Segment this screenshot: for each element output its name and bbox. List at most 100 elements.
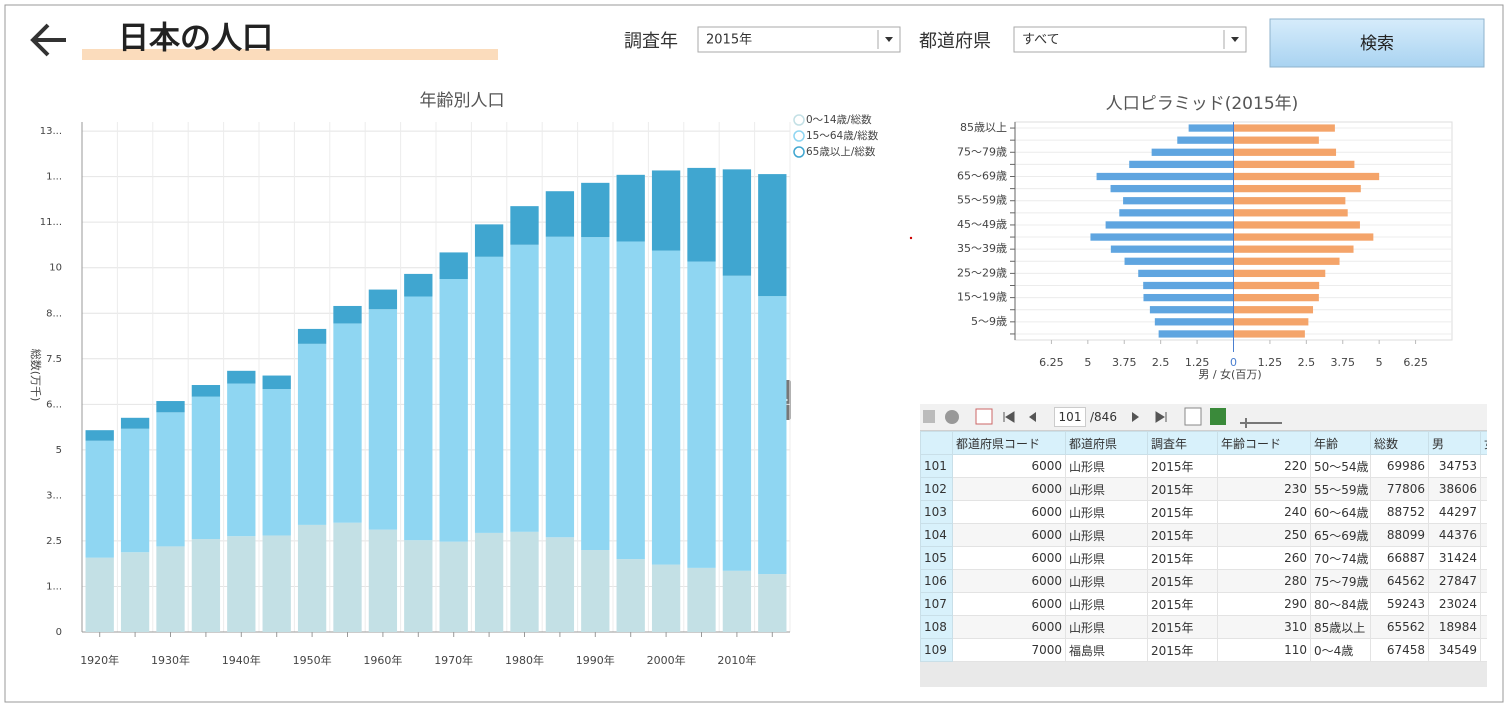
x-tick-label: 1950年 (293, 653, 332, 667)
grid-cell: 88752 (1370, 500, 1429, 524)
grid-row[interactable]: 101 6000 山形県 2015年 220 50～54歳 69986 34753 (920, 454, 1487, 478)
y-tick-label: 7.5 (46, 354, 62, 365)
grid-row[interactable]: 109 7000 福島県 2015年 110 0～4歳 67458 34549 (920, 638, 1487, 662)
grid-cell: 64562 (1370, 569, 1429, 593)
grid-cell: 65562 (1370, 615, 1429, 639)
bar-segment (297, 524, 327, 632)
bar-segment (404, 296, 433, 541)
grid-row[interactable]: 107 6000 山形県 2015年 290 80～84歳 59243 23024 (920, 592, 1487, 616)
grid-row[interactable]: 102 6000 山形県 2015年 230 55～59歳 77806 38606 (920, 477, 1487, 501)
grid-cell: 66887 (1370, 546, 1429, 570)
grid-cell: 2015年 (1147, 615, 1218, 639)
excel-export[interactable] (1210, 408, 1226, 425)
bar (1158, 330, 1234, 338)
grid-cell: 0～4歳 (1310, 638, 1371, 662)
x-tick-label: 1930年 (151, 653, 190, 667)
data-grid: 101 /846 都道府県コード都道府県調査年年齢コード年齢総数男女 10160… (920, 404, 1487, 687)
page-input[interactable]: 101 (1054, 407, 1086, 427)
icon[interactable] (975, 408, 993, 425)
prev-page[interactable] (1029, 412, 1036, 422)
bar (1233, 306, 1314, 314)
select-value: すべて (1022, 33, 1060, 48)
bar (1233, 209, 1348, 217)
bar-segment (297, 343, 327, 525)
legend-label: 15～64歳/総数 (806, 129, 879, 142)
grid-cell (1480, 569, 1487, 593)
grid-cell: 85歳以上 (1310, 615, 1371, 639)
bar (1233, 184, 1361, 193)
x-tick-label: 1960年 (363, 653, 402, 667)
grid-cell: 山形県 (1065, 592, 1148, 616)
x-tick-label: 0 (1230, 356, 1237, 369)
bar (1233, 148, 1337, 156)
grid-cell (1480, 592, 1487, 616)
grid-row[interactable]: 104 6000 山形県 2015年 250 65～69歳 88099 44376 (920, 523, 1487, 547)
year-select[interactable] (697, 26, 901, 53)
bar (1090, 233, 1234, 241)
filter-label: 都道府県 (919, 31, 991, 52)
grid-row[interactable]: 105 6000 山形県 2015年 260 70～74歳 66887 31424 (920, 546, 1487, 570)
column-header[interactable]: 女 (1480, 431, 1487, 455)
icon[interactable] (923, 410, 935, 423)
bar-segment (687, 261, 716, 568)
bar-segment (85, 430, 114, 441)
y-tick-label: 1... (46, 581, 62, 592)
y-tick-label: 6... (46, 399, 62, 410)
grid-cell: 6000 (952, 454, 1066, 478)
grid-cell: 山形県 (1065, 546, 1148, 570)
bar-segment (545, 236, 575, 538)
grid-cell: 280 (1217, 569, 1311, 593)
header-row: 都道府県コード都道府県調査年年齢コード年齢総数男女 (920, 431, 1487, 455)
bar (1129, 160, 1234, 169)
column-header[interactable]: 年齢 (1310, 431, 1371, 455)
grid-body: 101 6000 山形県 2015年 220 50～54歳 69986 34753 102 600… (920, 454, 1487, 662)
prefecture-select[interactable] (1013, 26, 1247, 53)
column-header[interactable]: 総数 (1370, 431, 1429, 455)
y-axis-label: 総数(万千) (29, 349, 43, 402)
column-header[interactable]: 都道府県 (1065, 431, 1148, 455)
column-header[interactable]: 年齢コード (1217, 431, 1311, 455)
first-page[interactable] (1003, 411, 1015, 423)
grid-cell: 2015年 (1147, 592, 1218, 616)
row-header: 109 (920, 638, 953, 662)
csv-export[interactable] (1184, 407, 1202, 426)
grid-cell: 260 (1217, 546, 1311, 570)
bar-segment (687, 167, 716, 262)
bar-segment (156, 412, 185, 547)
icon[interactable] (945, 410, 959, 424)
row-header: 102 (920, 477, 953, 501)
grid-table: 都道府県コード都道府県調査年年齢コード年齢総数男女 1016000山形県2015… (920, 431, 1487, 662)
bar (1233, 245, 1354, 253)
bar-segment (510, 531, 539, 632)
search-button[interactable] (1269, 18, 1485, 68)
grid-row[interactable]: 103 6000 山形県 2015年 240 60～64歳 88752 44297 (920, 500, 1487, 524)
grid-cell: 6000 (952, 592, 1066, 616)
grid-row[interactable]: 106 6000 山形県 2015年 280 75～79歳 64562 27847 (920, 569, 1487, 593)
grid-cell: 2015年 (1147, 523, 1218, 547)
grid-cell: 44376 (1428, 523, 1481, 547)
grid-row[interactable]: 108 6000 山形県 2015年 310 85歳以上 65562 18984 (920, 615, 1487, 639)
grid-cell: 220 (1217, 454, 1311, 478)
grid-cell: 山形県 (1065, 500, 1148, 524)
grid-cell: 7000 (952, 638, 1066, 662)
y-tick-label: 2.5 (46, 536, 62, 547)
grid-cell: 2015年 (1147, 500, 1218, 524)
back-button[interactable] (30, 23, 66, 57)
last-page[interactable] (1155, 411, 1167, 423)
column-header[interactable]: 都道府県コード (952, 431, 1066, 455)
column-header[interactable]: 調査年 (1147, 431, 1218, 455)
y-tick-label: 1... (46, 172, 62, 183)
zoom-slider[interactable] (1240, 418, 1282, 428)
row-header: 106 (920, 569, 953, 593)
bar-segment (262, 375, 291, 390)
bar-segment (474, 256, 504, 533)
bar-segment (474, 224, 504, 257)
bar-segment (510, 244, 539, 532)
grid-cell: 山形県 (1065, 454, 1148, 478)
column-header[interactable]: 男 (1428, 431, 1481, 455)
next-page[interactable] (1132, 412, 1139, 422)
grid-cell: 230 (1217, 477, 1311, 501)
bar (1105, 221, 1234, 229)
bar-segment (156, 401, 185, 413)
